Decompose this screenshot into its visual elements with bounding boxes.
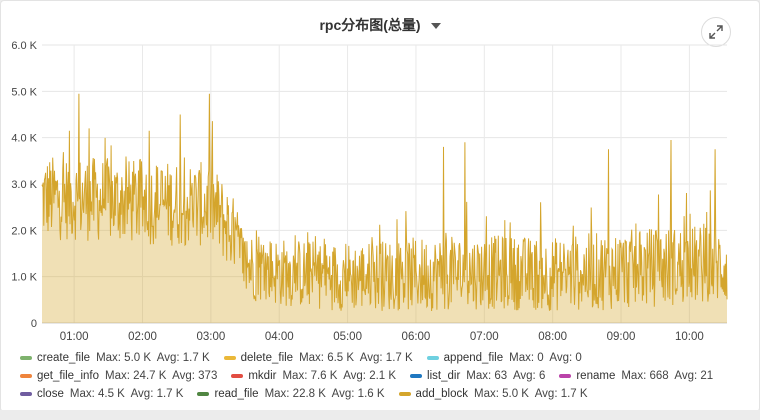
legend-item-mkdir[interactable]: mkdir Max: 7.6 K Avg: 2.1 K [231,370,396,382]
x-tick-label: 05:00 [333,331,362,343]
legend-row: create_file Max: 5.0 K Avg: 1.7 K delete_f… [20,352,750,370]
y-tick-label: 3.0 K [11,179,37,191]
legend-swatch [223,355,236,360]
legend-series-stats: Max: 4.5 K Avg: 1.7 K [69,388,184,400]
legend-item-get-file-info[interactable]: get_file_info Max: 24.7 K Avg: 373 [20,370,217,382]
legend-item-append-file[interactable]: append_file Max: 0 Avg: 0 [426,352,582,364]
add-block-line [41,93,728,312]
chart-area: 0 1.0 K 2.0 K 3.0 K 4.0 K 5.0 K 6.0 K 01:00 02:… [11,40,728,343]
legend-series-stats: Max: 22.8 K Avg: 1.6 K [264,388,385,400]
x-tick-label: 09:00 [607,331,636,343]
y-tick-label: 6.0 K [11,40,37,52]
legend-item-add-block[interactable]: add_block Max: 5.0 K Avg: 1.7 K [398,388,588,400]
caret-down-icon[interactable] [430,23,441,30]
panel-title-row[interactable]: rpc分布图(总量) [1,15,759,35]
x-tick-label: 02:00 [128,331,157,343]
legend-series-stats: Max: 668 Avg: 21 [621,370,714,382]
legend-series-stats: Max: 24.7 K Avg: 373 [105,370,218,382]
legend-item-list-dir[interactable]: list_dir Max: 63 Avg: 6 [410,370,545,382]
legend-series-name: list_dir [427,370,461,382]
legend-series-name: get_file_info [37,370,100,382]
legend-series-stats: Max: 5.0 K Avg: 1.7 K [96,352,210,364]
legend-series-name: read_file [214,388,259,400]
legend-row: close Max: 4.5 K Avg: 1.7 K read_file Max: … [20,388,750,406]
legend-series-name: delete_file [240,352,294,364]
legend-series-name: rename [576,370,616,382]
legend-swatch [426,355,439,360]
y-axis: 0 1.0 K 2.0 K 3.0 K 4.0 K 5.0 K 6.0 K [11,40,37,330]
x-axis: 01:00 02:00 03:00 04:00 05:00 06:00 07:00 08:00… [60,331,704,343]
legend: create_file Max: 5.0 K Avg: 1.7 K delete_f… [20,352,750,406]
legend-item-create-file[interactable]: create_file Max: 5.0 K Avg: 1.7 K [20,352,210,364]
legend-swatch [231,373,244,378]
expand-button[interactable] [701,17,731,47]
legend-series-name: append_file [443,352,504,364]
legend-series-stats: Max: 5.0 K Avg: 1.7 K [473,388,588,400]
legend-row: get_file_info Max: 24.7 K Avg: 373 mkdir Ma… [20,370,750,388]
legend-item-read-file[interactable]: read_file Max: 22.8 K Avg: 1.6 K [197,388,385,400]
add-block-area [42,93,727,323]
legend-series-stats: Max: 0 Avg: 0 [509,352,582,364]
legend-series-name: mkdir [248,370,277,382]
x-tick-label: 10:00 [675,331,704,343]
legend-swatch [20,391,32,396]
x-tick-label: 07:00 [470,331,499,343]
legend-swatch [410,373,423,378]
legend-item-close[interactable]: close Max: 4.5 K Avg: 1.7 K [20,388,183,400]
legend-item-rename[interactable]: rename Max: 668 Avg: 21 [559,370,713,382]
legend-series-stats: Max: 7.6 K Avg: 2.1 K [282,370,397,382]
legend-swatch [20,355,32,360]
expand-arrows-icon [709,25,723,39]
legend-series-name: close [37,388,64,400]
x-tick-label: 03:00 [196,331,225,343]
y-tick-label: 1.0 K [11,272,37,284]
page-bottom [0,410,760,420]
plot-series [41,93,728,323]
legend-swatch [398,391,411,396]
y-tick-label: 5.0 K [11,86,37,98]
legend-item-delete-file[interactable]: delete_file Max: 6.5 K Avg: 1.7 K [223,352,413,364]
x-tick-label: 06:00 [402,331,431,343]
y-tick-label: 4.0 K [11,133,37,145]
x-tick-label: 04:00 [265,331,294,343]
legend-swatch [197,391,210,396]
legend-swatch [559,373,572,378]
x-tick-label: 01:00 [60,331,89,343]
legend-series-name: create_file [37,352,91,364]
legend-series-stats: Max: 63 Avg: 6 [466,370,546,382]
legend-series-name: add_block [415,388,468,400]
y-tick-label: 0 [31,318,37,330]
x-tick-label: 08:00 [538,331,567,343]
y-tick-label: 2.0 K [11,225,37,237]
legend-series-stats: Max: 6.5 K Avg: 1.7 K [299,352,413,364]
legend-swatch [20,373,32,378]
panel-title[interactable]: rpc分布图(总量) [319,17,421,33]
